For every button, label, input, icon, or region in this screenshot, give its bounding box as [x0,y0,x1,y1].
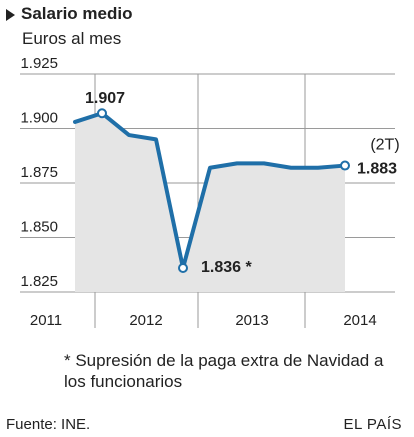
x-axis-ticks: 2011 2012 2013 2014 [30,312,377,329]
chart-header: Salario medio [6,4,132,24]
triangle-bullet-icon [6,8,15,21]
area-fill-layer [75,113,345,293]
y-tick-label: 1.875 [20,164,58,181]
chart-subtitle: Euros al mes [22,29,122,48]
x-tick-label: 2012 [129,312,162,329]
min-value-label: 1.836 * [201,259,252,276]
y-tick-label: 1.850 [20,219,58,236]
max-value-label: 1.907 [85,90,125,107]
series-line-layer [73,111,347,271]
area-fill [75,113,345,293]
series-line [73,111,347,271]
highlight-points [97,108,350,274]
y-tick-label: 1.900 [20,110,58,127]
last-point [340,160,350,171]
y-axis-ticks: 1.925 1.900 1.875 1.850 1.825 [20,55,58,290]
source-note: Fuente: INE. [6,416,91,433]
footnote: * Supresión de la paga extra de Navidad … [64,351,384,391]
y-tick-label: 1.825 [20,273,58,290]
min-point [178,263,188,274]
annotations: 1.907 1.836 * (2T) 1.883 [85,90,400,276]
last-value-label: 1.883 [357,161,397,178]
max-point [97,108,107,119]
last-period-label: (2T) [370,137,399,154]
x-tick-label: 2011 [30,312,62,329]
brand-logo-text: EL PAÍS [343,416,402,433]
y-tick-label: 1.925 [20,55,58,72]
x-tick-label: 2013 [235,312,268,329]
x-tick-label: 2014 [343,312,376,329]
chart-title: Salario medio [21,4,133,23]
